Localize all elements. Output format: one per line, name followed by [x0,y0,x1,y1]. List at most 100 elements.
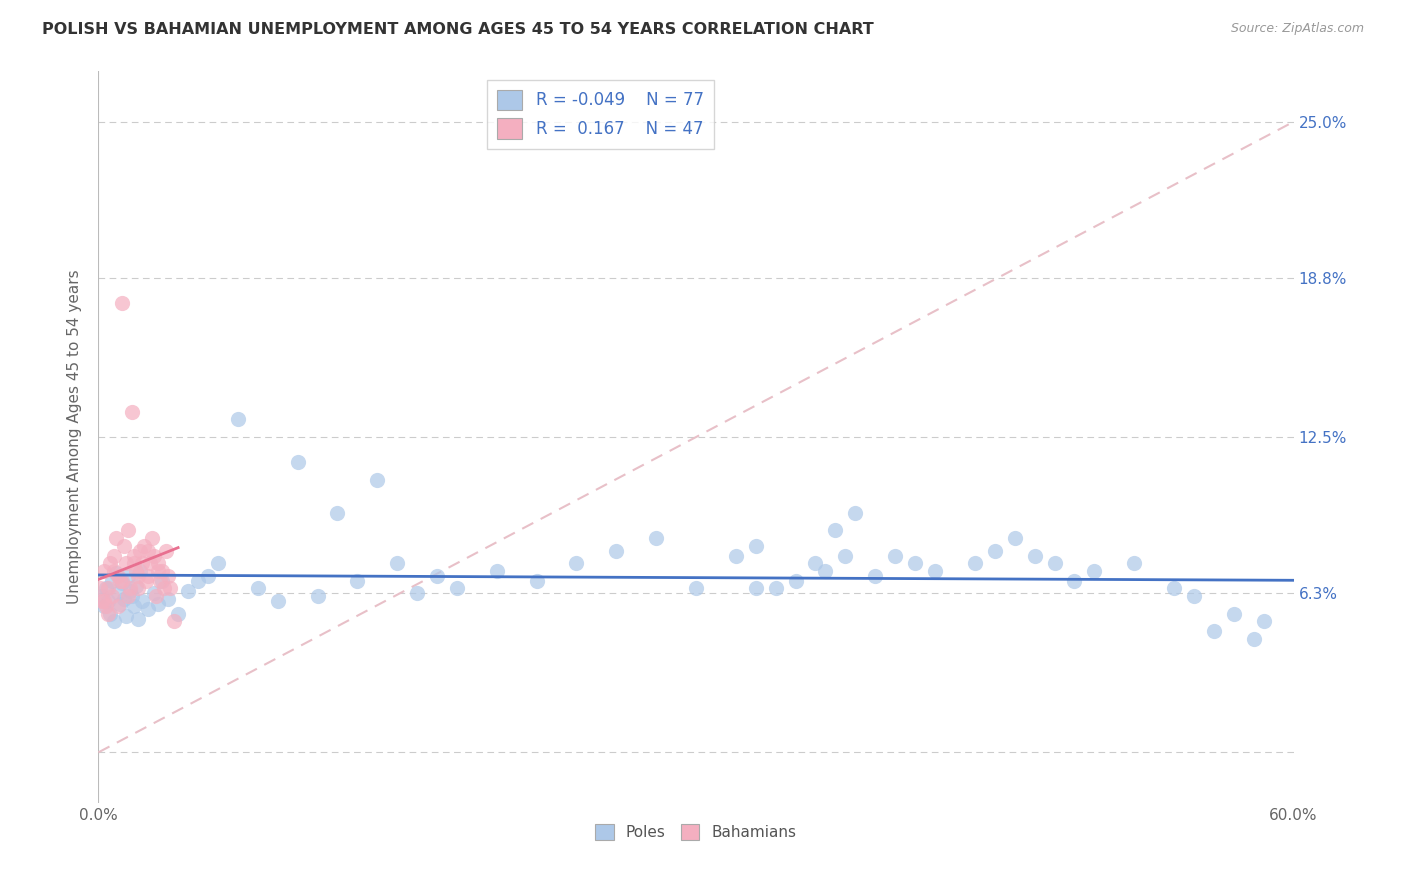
Point [1043,556,1066,570]
Y-axis label: Unemployment Among Ages 45 to 54 years: Unemployment Among Ages 45 to 54 years [67,269,83,605]
Point [101,574,124,588]
Point [96,582,118,596]
Point [565,556,588,570]
Point [96,599,118,613]
Point [157,569,180,583]
Point [246,582,269,596]
Point [446,582,468,596]
Point [685,582,707,596]
Point [1182,589,1205,603]
Point [124,556,146,570]
Point [127,569,149,583]
Point [91,594,114,608]
Point [207,556,229,570]
Point [91,589,114,603]
Point [143,586,166,600]
Point [148,556,170,570]
Point [110,574,132,588]
Point [1243,632,1265,646]
Point [111,576,134,591]
Point [924,564,946,578]
Point [605,543,627,558]
Point [89,582,111,596]
Point [307,589,329,603]
Point [150,564,173,578]
Point [127,582,149,596]
Point [267,594,290,608]
Point [136,601,159,615]
Point [139,556,162,570]
Point [112,539,135,553]
Point [150,574,173,588]
Point [97,607,120,621]
Point [101,589,124,603]
Point [145,589,167,603]
Point [385,556,409,570]
Point [141,531,163,545]
Point [98,607,122,621]
Point [287,455,309,469]
Point [963,556,986,570]
Point [112,591,135,606]
Point [785,574,807,588]
Point [326,506,349,520]
Point [107,586,129,600]
Text: Source: ZipAtlas.com: Source: ZipAtlas.com [1230,22,1364,36]
Point [129,564,152,578]
Point [117,569,139,583]
Point [177,583,200,598]
Point [153,582,176,596]
Point [136,569,159,583]
Point [135,574,157,588]
Point [125,579,148,593]
Point [526,574,548,588]
Point [148,564,170,578]
Point [115,556,138,570]
Point [115,609,138,624]
Point [93,594,115,608]
Point [765,582,787,596]
Point [406,586,429,600]
Point [1004,531,1026,545]
Point [346,574,368,588]
Point [93,599,115,613]
Point [884,549,907,563]
Point [124,599,146,613]
Point [865,569,887,583]
Point [163,614,186,628]
Point [1223,607,1246,621]
Point [121,405,143,419]
Point [103,564,125,578]
Point [1123,556,1146,570]
Point [1163,582,1185,596]
Point [97,594,120,608]
Point [167,607,190,621]
Point [121,589,143,603]
Point [844,506,866,520]
Point [127,612,149,626]
Point [98,556,122,570]
Point [111,574,134,588]
Point [117,589,139,603]
Point [904,556,927,570]
Point [117,524,139,538]
Point [97,582,120,596]
Point [105,566,128,581]
Point [111,296,134,310]
Point [745,582,768,596]
Point [105,531,128,545]
Point [129,543,152,558]
Point [155,543,177,558]
Point [149,574,172,588]
Point [485,564,508,578]
Point [1024,549,1046,563]
Point [814,564,837,578]
Point [107,569,129,583]
Point [131,594,153,608]
Point [93,564,115,578]
Point [131,556,153,570]
Point [103,549,125,563]
Point [366,473,388,487]
Point [120,582,142,596]
Point [125,564,148,578]
